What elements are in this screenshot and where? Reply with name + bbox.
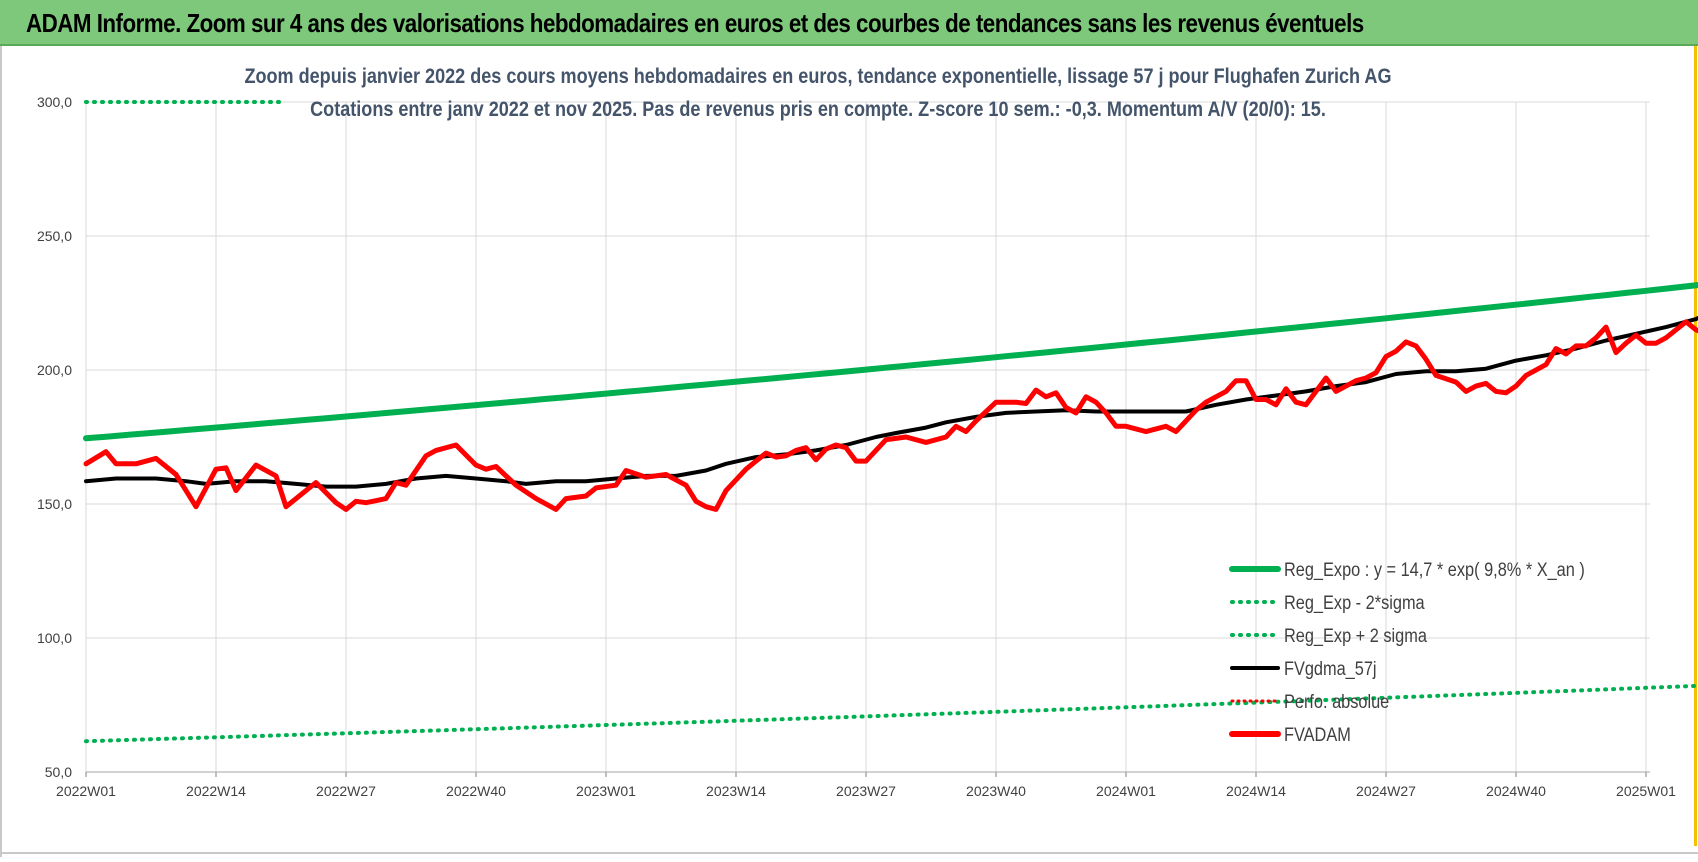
- y-tick-label: 150,0: [37, 496, 72, 512]
- header-banner: ADAM Informe. Zoom sur 4 ans des valoris…: [0, 0, 1698, 46]
- legend-label: Perfo. absolue: [1284, 691, 1389, 712]
- y-tick-label: 100,0: [37, 630, 72, 646]
- x-tick-label: 2023W40: [966, 783, 1026, 799]
- series-reg-expo: [83, 282, 1698, 442]
- x-tick-label: 2023W14: [706, 783, 766, 799]
- page-title: ADAM Informe. Zoom sur 4 ans des valoris…: [26, 8, 1364, 38]
- frame-right-border: [1694, 46, 1697, 846]
- legend-label: FVgdma_57j: [1284, 658, 1377, 681]
- x-tick-label: 2023W27: [836, 783, 896, 799]
- chart-title: Zoom depuis janvier 2022 des cours moyen…: [244, 65, 1391, 89]
- frame-bottom-border: [0, 852, 1698, 854]
- series-fvadam: [83, 319, 1698, 512]
- y-tick-label: 250,0: [37, 228, 72, 244]
- legend-label: FVADAM: [1284, 724, 1351, 745]
- y-tick-label: 50,0: [45, 764, 72, 780]
- legend-label: Reg_Exp - 2*sigma: [1284, 592, 1425, 615]
- y-tick-label: 300,0: [37, 94, 72, 110]
- legend-label: Reg_Exp + 2 sigma: [1284, 625, 1427, 648]
- chart-subtitle: Cotations entre janv 2022 et nov 2025. P…: [310, 98, 1326, 122]
- series-fvgdma-57j: [84, 315, 1698, 489]
- x-tick-label: 2022W40: [446, 783, 506, 799]
- frame-left-border: [0, 46, 2, 857]
- x-tick-label: 2024W40: [1486, 783, 1546, 799]
- axis-layer: 50,0 100,0 150,0 200,0 250,0 300,0 2022W01 2022…: [37, 94, 1676, 799]
- x-tick-label: 2024W27: [1356, 783, 1416, 799]
- x-tick-label: 2023W01: [576, 783, 636, 799]
- y-tick-label: 200,0: [37, 362, 72, 378]
- x-tick-label: 2024W01: [1096, 783, 1156, 799]
- x-tick-label: 2022W27: [316, 783, 376, 799]
- chart-container: 50,0 100,0 150,0 200,0 250,0 300,0 2022W01 2022…: [0, 46, 1698, 857]
- chart-svg: 50,0 100,0 150,0 200,0 250,0 300,0 2022W01 2022…: [37, 65, 1698, 799]
- x-tick-label: 2022W01: [56, 783, 116, 799]
- x-tick-label: 2024W14: [1226, 783, 1286, 799]
- chart-legend: Reg_Expo : y = 14,7 * exp( 9,8% * X_an )…: [1229, 559, 1585, 745]
- x-tick-label: 2025W01: [1616, 783, 1676, 799]
- chart-title-group: Zoom depuis janvier 2022 des cours moyen…: [244, 65, 1391, 122]
- series-reg-exp-minus-2sigma: [84, 683, 1698, 744]
- series-layer: [83, 100, 1698, 744]
- x-tick-label: 2022W14: [186, 783, 246, 799]
- legend-label: Reg_Expo : y = 14,7 * exp( 9,8% * X_an ): [1284, 559, 1585, 582]
